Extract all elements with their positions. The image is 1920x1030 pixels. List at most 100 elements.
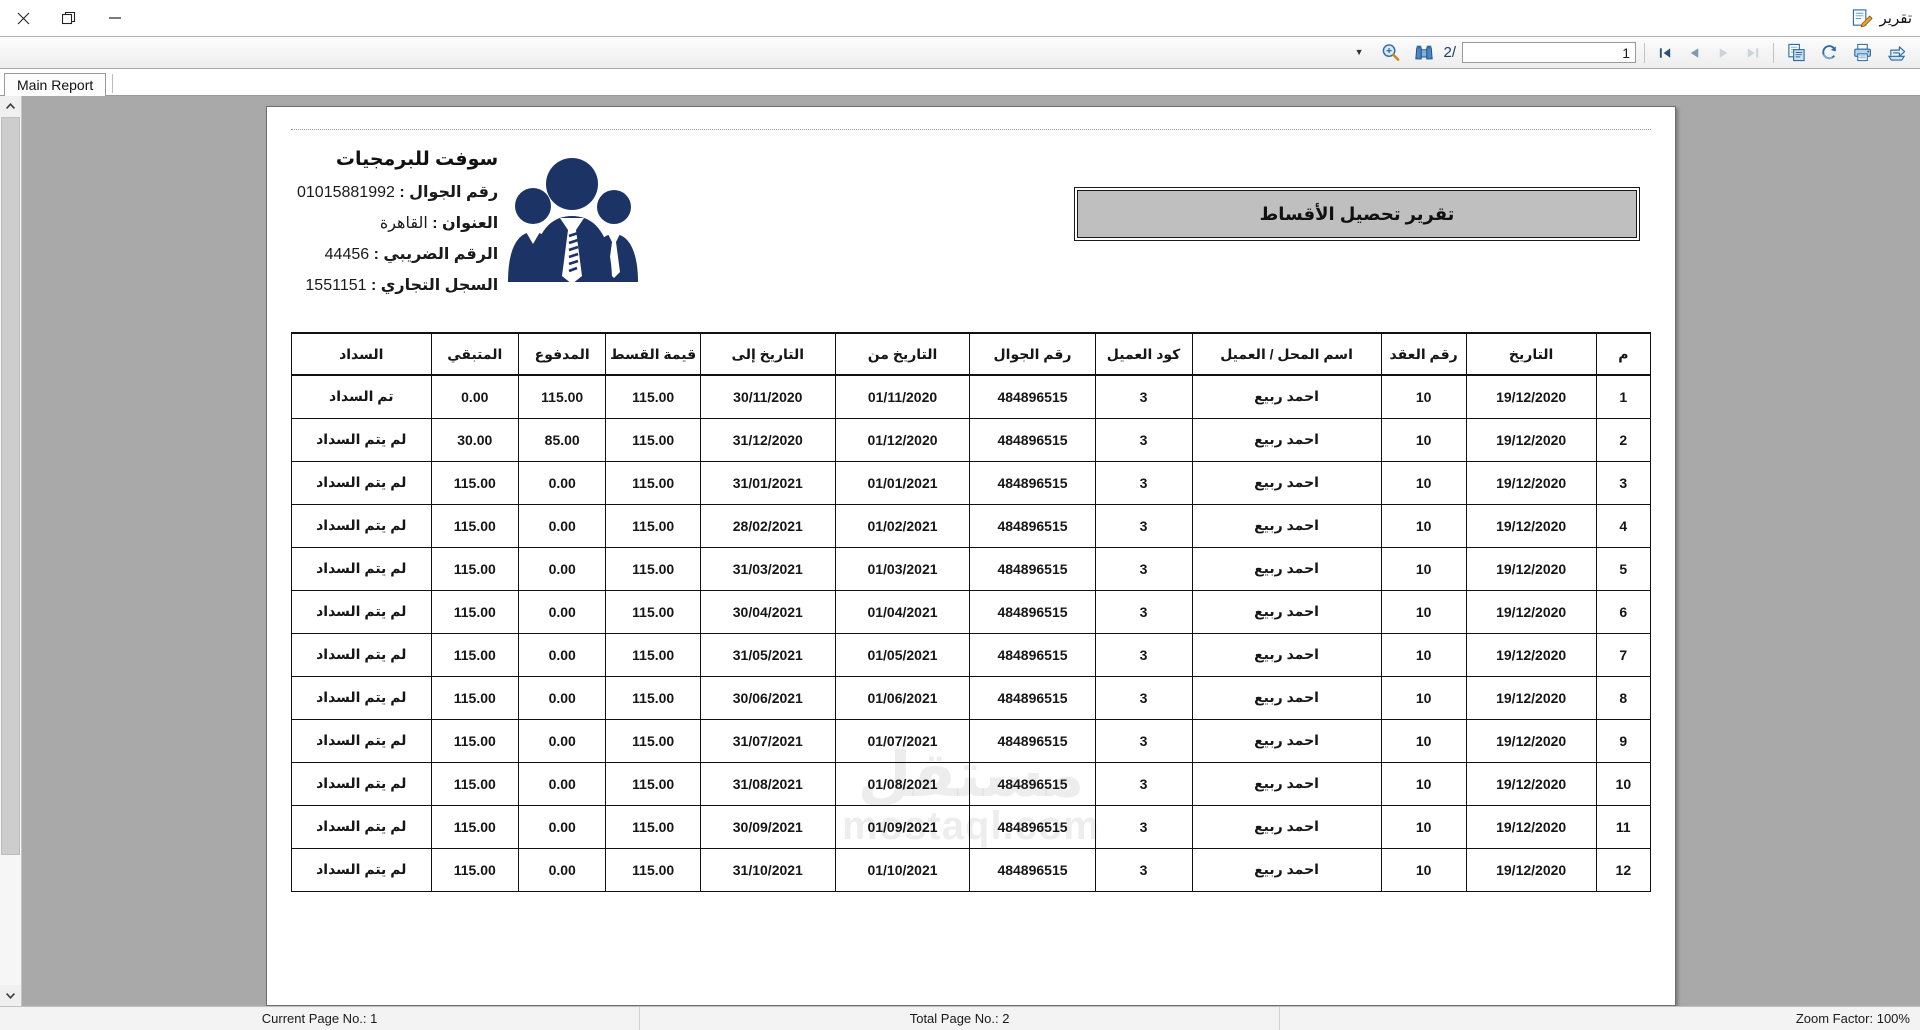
table-cell: 115.00: [605, 589, 701, 634]
table-cell: 484896515: [969, 374, 1096, 419]
table-cell: 10: [1380, 589, 1467, 634]
table-cell: 115.00: [605, 804, 701, 849]
copy-button[interactable]: [1780, 39, 1813, 66]
report-toolbar: ▼ 2/: [0, 36, 1920, 69]
window-title-group: تقرير: [1838, 8, 1913, 29]
table-cell: لم يتم السداد: [291, 503, 432, 548]
minimize-button[interactable]: [92, 1, 138, 35]
table-cell: 19/12/2020: [1465, 417, 1597, 462]
column-header: رقم العقد: [1380, 332, 1467, 376]
table-cell: احمد ربيع: [1191, 589, 1382, 634]
table-cell: 19/12/2020: [1465, 589, 1597, 634]
table-cell: تم السداد: [291, 374, 432, 419]
minimize-icon: [109, 17, 121, 19]
table-cell: 19/12/2020: [1465, 546, 1597, 591]
table-cell: 115.00: [430, 804, 519, 849]
close-button[interactable]: [0, 1, 46, 35]
company-commercial-value: 1551151: [305, 277, 367, 294]
table-cell: 115.00: [430, 589, 519, 634]
company-info: سوفت للبرمجيات رقم الجوال : 01015881992 …: [291, 144, 498, 306]
table-cell: 484896515: [969, 804, 1096, 849]
table-cell: 0.00: [517, 546, 607, 591]
column-header: التاريخ: [1465, 332, 1597, 376]
company-address-label: العنوان :: [432, 215, 499, 232]
table-cell: 30/09/2021: [699, 804, 836, 849]
table-cell: احمد ربيع: [1191, 804, 1382, 849]
table-cell: 31/01/2021: [699, 460, 836, 505]
window-controls: [0, 1, 138, 35]
table-cell: 115.00: [430, 503, 519, 548]
table-cell: 3: [1094, 546, 1193, 591]
table-cell: 10: [1380, 804, 1467, 849]
vertical-scrollbar[interactable]: [0, 96, 22, 1006]
status-zoom-factor: Zoom Factor: 100%: [1795, 1011, 1910, 1026]
table-cell: 115.00: [605, 460, 701, 505]
column-header: كود العميل: [1094, 332, 1193, 376]
next-page-button[interactable]: [1709, 39, 1738, 66]
report-edit-icon: [1852, 8, 1873, 27]
refresh-button[interactable]: [1813, 39, 1846, 66]
column-header: التاريخ إلى: [699, 332, 836, 376]
report-title: تقرير تحصيل الأقساط: [1259, 203, 1455, 224]
table-cell: 01/04/2021: [834, 589, 971, 634]
status-bar: Current Page No.: 1 Total Page No.: 2 Zo…: [0, 1006, 1920, 1030]
table-cell: 10: [1380, 718, 1467, 763]
table-cell: 115.00: [430, 761, 519, 806]
zoom-dropdown-button[interactable]: ▼: [1344, 39, 1375, 66]
table-cell: لم يتم السداد: [291, 546, 432, 591]
table-cell: 10: [1380, 417, 1467, 462]
report-viewer-area: مستقل mostaql.com: [0, 96, 1920, 1006]
print-button[interactable]: [1846, 39, 1880, 66]
table-cell: 484896515: [969, 847, 1096, 892]
company-tax-value: 44456: [324, 246, 370, 263]
table-cell: 85.00: [517, 417, 607, 462]
table-row: 7 19/12/2020 10 احمد ربيع 3 484896515 01/05/20…: [291, 632, 1652, 677]
report-title-box: تقرير تحصيل الأقساط: [1077, 190, 1637, 238]
table-cell: احمد ربيع: [1191, 503, 1382, 548]
table-head: م التاريخ رقم العقد اسم المحل / العميل كود ا…: [291, 332, 1652, 376]
table-cell: 484896515: [969, 589, 1096, 634]
table-cell: 3: [1094, 718, 1193, 763]
company-address-value: القاهرة: [379, 215, 428, 232]
table-cell: 115.00: [517, 374, 607, 419]
report-table-wrap: م التاريخ رقم العقد اسم المحل / العميل كود ا…: [291, 332, 1652, 892]
table-cell: 484896515: [969, 460, 1096, 505]
table-cell: 115.00: [605, 374, 701, 419]
refresh-icon: [1822, 45, 1837, 60]
table-cell: 30/06/2021: [699, 675, 836, 720]
tab-main-report[interactable]: Main Report: [4, 73, 107, 96]
scrollbar-track[interactable]: [0, 117, 21, 985]
report-tabstrip: Main Report: [0, 69, 1920, 96]
table-cell: 19/12/2020: [1465, 761, 1597, 806]
table-cell: 3: [1094, 847, 1193, 892]
scroll-down-button[interactable]: [0, 985, 21, 1006]
table-cell: 10: [1380, 374, 1467, 419]
table-cell: 0.00: [517, 632, 607, 677]
last-page-button[interactable]: [1738, 39, 1767, 66]
chevron-up-icon: [6, 103, 15, 109]
zoom-button[interactable]: [1374, 39, 1407, 66]
current-page-input[interactable]: [1462, 42, 1636, 63]
first-page-icon: [1659, 47, 1671, 58]
table-cell: 115.00: [430, 847, 519, 892]
company-block: سوفت للبرمجيات رقم الجوال : 01015881992 …: [291, 144, 642, 306]
table-cell: 115.00: [430, 675, 519, 720]
chevron-down-icon: [6, 993, 15, 999]
table-cell: 10: [1380, 546, 1467, 591]
table-cell: 01/05/2021: [834, 632, 971, 677]
first-page-button[interactable]: [1651, 39, 1680, 66]
maximize-restore-button[interactable]: [46, 1, 92, 35]
window-title: تقرير: [1879, 10, 1913, 27]
column-header: التاريخ من: [834, 332, 971, 376]
table-cell: 19/12/2020: [1465, 374, 1597, 419]
previous-page-button[interactable]: [1680, 39, 1709, 66]
export-button[interactable]: [1880, 39, 1914, 66]
table-cell: 115.00: [605, 847, 701, 892]
company-tax-label: الرقم الضريبي :: [373, 246, 499, 263]
scroll-up-button[interactable]: [0, 96, 21, 117]
table-cell: احمد ربيع: [1191, 718, 1382, 763]
table-cell: 0.00: [517, 718, 607, 763]
scrollbar-thumb[interactable]: [1, 117, 20, 855]
search-button[interactable]: [1407, 39, 1441, 66]
table-cell: 01/06/2021: [834, 675, 971, 720]
